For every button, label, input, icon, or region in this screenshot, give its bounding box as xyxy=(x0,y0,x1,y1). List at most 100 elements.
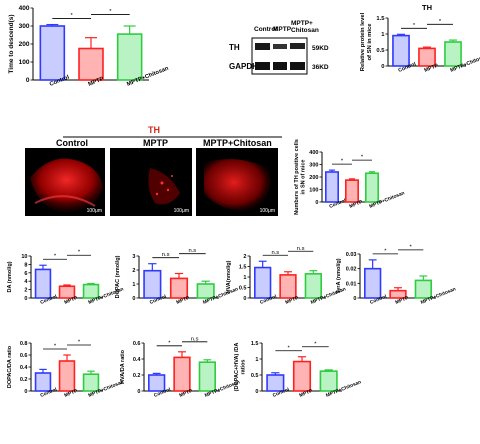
bar xyxy=(364,172,379,203)
y-tick-label: 0.5 xyxy=(376,48,385,54)
bar xyxy=(392,34,410,67)
significance-label: n.s xyxy=(271,250,279,256)
blot-band xyxy=(255,43,270,50)
bar xyxy=(34,372,52,392)
bar xyxy=(266,374,285,392)
y-tick-label: 400 xyxy=(309,150,318,156)
y-tick-label: 1.5 xyxy=(239,265,247,271)
bar xyxy=(34,268,52,299)
y-axis-label: Numbers of TH positive cellsin SN of mic… xyxy=(294,139,306,215)
blot-band xyxy=(273,44,287,49)
scale-bar-label: 100μm xyxy=(259,208,275,214)
histology-header: TH Control MPTP MPTP+Chitosan xyxy=(56,125,282,148)
bar xyxy=(82,373,100,392)
micrograph-mptp-image xyxy=(148,168,180,205)
significance-label: n.s xyxy=(297,246,305,252)
x-tick-label: MPTP xyxy=(64,388,80,399)
bar xyxy=(58,360,76,392)
band-label-gapdh: GAPDH xyxy=(229,62,258,71)
bar xyxy=(418,47,436,67)
y-tick-label: 100 xyxy=(309,188,318,194)
significance-label: * xyxy=(410,244,413,250)
significance-label: * xyxy=(71,13,74,19)
y-tick-label: 0 xyxy=(137,389,140,395)
bar xyxy=(292,360,312,392)
y-tick-label: 0.2 xyxy=(133,373,141,379)
blot-band xyxy=(255,62,270,70)
scale-bar-label: 100μm xyxy=(86,208,102,214)
blot-lane-label: MPTP xyxy=(273,26,292,33)
y-tick-label: 0.6 xyxy=(20,353,28,359)
bar xyxy=(444,41,462,67)
y-tick-label: 0 xyxy=(132,296,135,302)
significance-label: n.s xyxy=(191,336,199,342)
y-tick-label: 6 xyxy=(24,271,27,277)
blot-lane-label: Chitosan xyxy=(291,27,319,34)
y-tick-label: 0.2 xyxy=(20,377,28,383)
significance-label: * xyxy=(54,254,57,260)
y-axis-label: DOPAC (nmol/g) xyxy=(115,255,121,298)
y-tick-label: 0 xyxy=(315,200,318,206)
y-tick-label: 8 xyxy=(24,262,27,268)
bar xyxy=(39,25,66,81)
y-tick-label: 0.02 xyxy=(346,267,357,273)
y-tick-label: 2 xyxy=(24,288,27,294)
significance-label: * xyxy=(361,155,364,161)
y-tick-label: 10 xyxy=(21,254,27,260)
histology-label-control: Control xyxy=(56,138,88,148)
histology-title: TH xyxy=(148,125,160,135)
x-tick-label: MPTP xyxy=(179,388,195,399)
significance-label: * xyxy=(384,248,387,254)
significance-label: * xyxy=(78,340,81,346)
y-tick-label: 1 xyxy=(243,275,246,281)
significance-label: * xyxy=(168,340,171,346)
y-tick-label: 1.5 xyxy=(376,16,385,22)
y-tick-label: 0.4 xyxy=(133,357,142,363)
y-tick-label: 300 xyxy=(309,163,318,169)
bar xyxy=(279,274,297,299)
band-label-th: TH xyxy=(229,43,240,52)
y-axis-label: Time to descend(s) xyxy=(8,14,15,73)
blot-lane-label: MPTP+ xyxy=(291,20,313,27)
x-tick-label: MPTP xyxy=(349,199,365,210)
y-tick-label: 2 xyxy=(243,254,246,260)
y-tick-label: 1 xyxy=(132,282,135,288)
significance-label: n.s xyxy=(162,252,170,258)
micrograph-chitosan: 100μm xyxy=(196,148,278,216)
histology-label-mptp: MPTP xyxy=(143,138,168,148)
blot-box xyxy=(251,37,308,75)
bar xyxy=(143,269,162,299)
y-tick-label: 0.4 xyxy=(20,365,29,371)
bar xyxy=(319,370,338,392)
bar xyxy=(58,285,76,299)
x-tick-label: MPTP xyxy=(299,388,315,399)
blot-band xyxy=(290,62,305,70)
bar xyxy=(344,179,359,203)
scale-bar-label: 100μm xyxy=(173,208,189,214)
significance-label: * xyxy=(78,250,81,256)
bar xyxy=(414,279,432,299)
micrograph-chitosan-image xyxy=(204,159,271,211)
y-axis-label: DOPAC/DA ratio xyxy=(7,345,13,388)
significance-label: * xyxy=(439,19,442,25)
significance-label: * xyxy=(341,159,344,165)
x-tick-label: MPTP xyxy=(176,295,192,306)
y-tick-label: 3 xyxy=(132,254,135,260)
x-tick-label: MPTP xyxy=(395,295,411,306)
significance-label: * xyxy=(109,9,112,15)
y-tick-label: 0.03 xyxy=(346,252,357,258)
y-tick-label: 1 xyxy=(381,32,385,38)
y-tick-label: 0.01 xyxy=(346,281,357,287)
significance-label: n.s xyxy=(188,248,196,254)
y-tick-label: 400 xyxy=(19,5,30,12)
bar xyxy=(364,267,382,299)
